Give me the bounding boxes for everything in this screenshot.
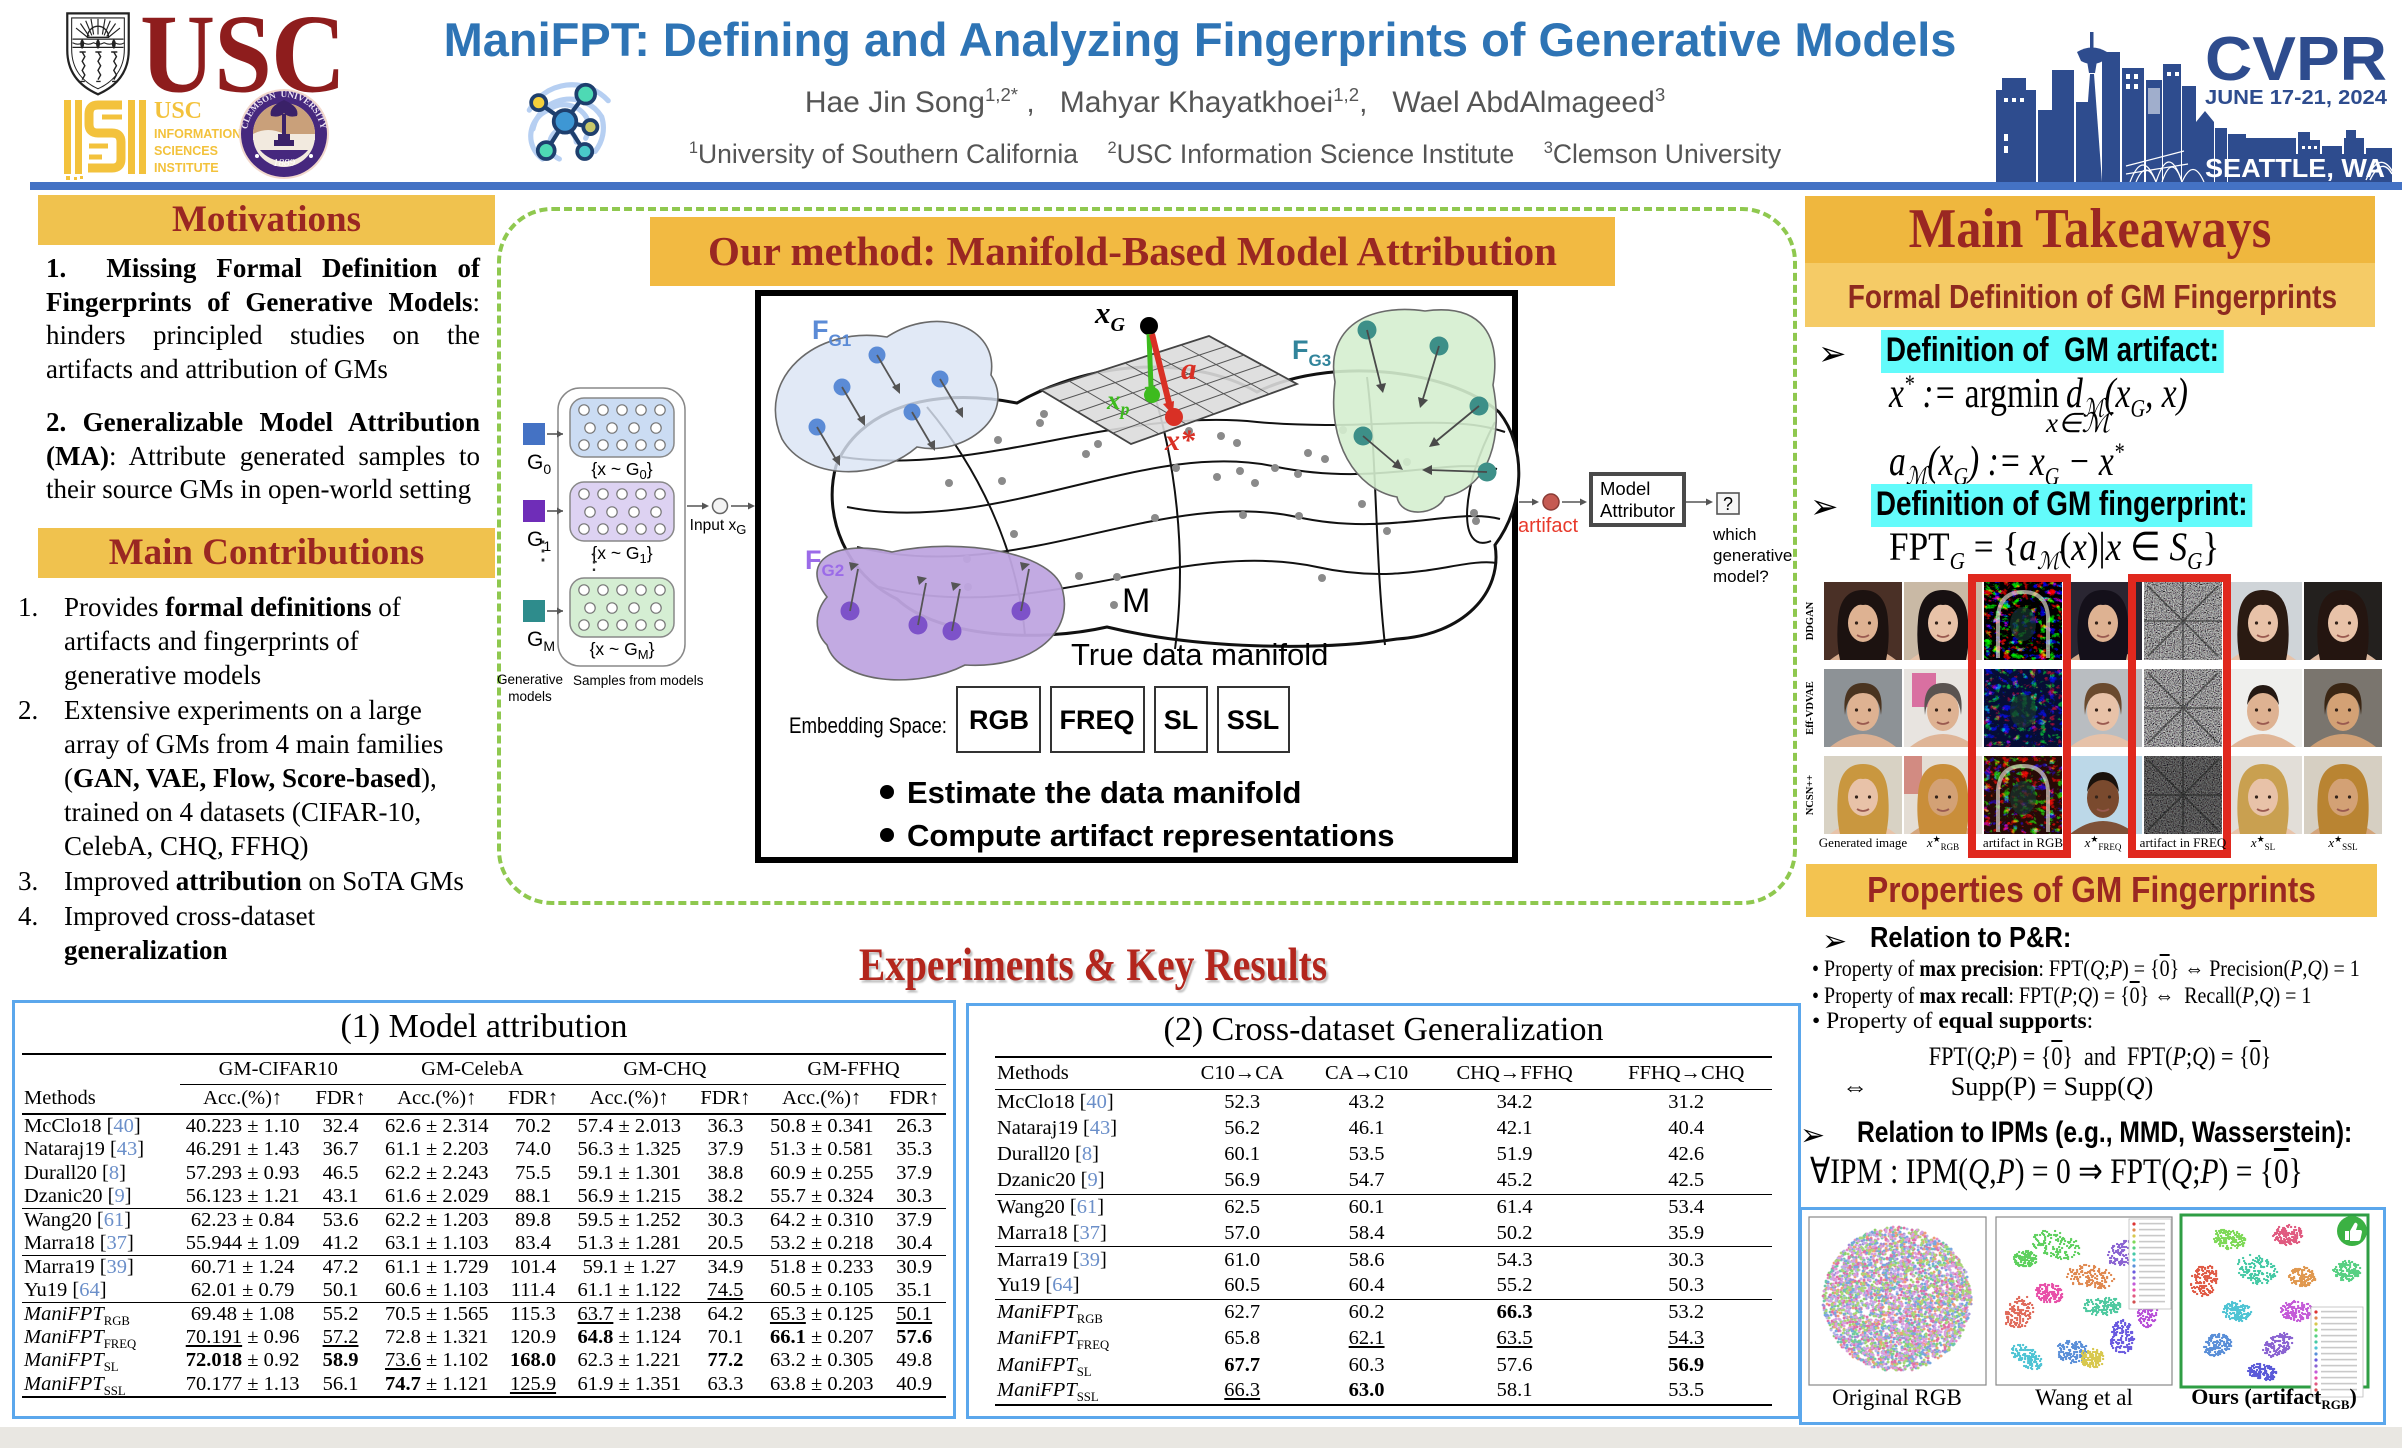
- svg-text:x★SSL: x★SSL: [2327, 834, 2357, 852]
- svg-text:G0: G0: [527, 451, 551, 477]
- svg-text:GM: GM: [527, 628, 555, 654]
- svg-text:⋮: ⋮: [583, 549, 605, 574]
- svg-text:JUNE 17-21, 2024: JUNE 17-21, 2024: [2205, 87, 2388, 109]
- svg-text:Attributor: Attributor: [1600, 500, 1675, 521]
- svg-text:artifact in FREQ: artifact in FREQ: [2140, 835, 2227, 850]
- svg-text:x*: x*: [1164, 424, 1196, 457]
- svg-text:USC: USC: [154, 98, 202, 124]
- svg-text:Generative: Generative: [497, 672, 563, 687]
- svg-text:which: which: [1712, 525, 1756, 544]
- svg-text:RGB: RGB: [969, 705, 1029, 735]
- svg-text:True data manifold: True data manifold: [1071, 637, 1328, 672]
- svg-text:Input xG: Input xG: [690, 517, 747, 537]
- svg-text:FREQ: FREQ: [1059, 705, 1134, 735]
- svg-text:{x ~ G1}: {x ~ G1}: [591, 543, 652, 566]
- svg-text:Wang et al: Wang et al: [2035, 1385, 2133, 1410]
- svg-text:SEATTLE, WA: SEATTLE, WA: [2205, 153, 2385, 182]
- svg-text:SSL: SSL: [1227, 705, 1280, 735]
- svg-text:x★FREQ: x★FREQ: [2084, 834, 2122, 852]
- svg-text:Compute artifact representatio: Compute artifact representations: [907, 818, 1395, 853]
- svg-text:a: a: [1181, 351, 1197, 386]
- svg-text:generative: generative: [1713, 546, 1792, 565]
- svg-text:SCIENCES: SCIENCES: [154, 144, 218, 158]
- svg-text:Original RGB: Original RGB: [1832, 1385, 1962, 1410]
- svg-text:?: ?: [1723, 494, 1733, 514]
- svg-text:Model: Model: [1600, 478, 1650, 499]
- svg-text:NCSN++: NCSN++: [1805, 775, 1816, 816]
- svg-text:models: models: [508, 689, 552, 704]
- svg-text:⋮: ⋮: [530, 536, 556, 565]
- svg-text:x★SL: x★SL: [2250, 834, 2275, 852]
- svg-text:Samples from models: Samples from models: [573, 673, 704, 688]
- svg-text:x★RGB: x★RGB: [1926, 834, 1959, 852]
- svg-text:INSTITUTE: INSTITUTE: [154, 161, 219, 175]
- svg-text:DDGAN: DDGAN: [1805, 601, 1816, 640]
- svg-text:1889: 1889: [273, 157, 296, 169]
- svg-text:model?: model?: [1713, 567, 1769, 586]
- svg-text:CVPR: CVPR: [2205, 25, 2387, 94]
- svg-text:Eff-VDVAE: Eff-VDVAE: [1805, 681, 1816, 734]
- svg-text:Generated image: Generated image: [1819, 835, 1908, 850]
- svg-text:artifact: artifact: [1518, 515, 1578, 537]
- svg-text:Embedding Space:: Embedding Space:: [789, 713, 947, 738]
- svg-text:Estimate the data manifold: Estimate the data manifold: [907, 775, 1301, 810]
- svg-text:{x ~ G0}: {x ~ G0}: [591, 459, 652, 482]
- svg-text:M: M: [1122, 582, 1150, 620]
- svg-text:artifact in RGB: artifact in RGB: [1983, 835, 2063, 850]
- svg-text:INFORMATION: INFORMATION: [154, 127, 241, 141]
- svg-text:SL: SL: [1164, 705, 1199, 735]
